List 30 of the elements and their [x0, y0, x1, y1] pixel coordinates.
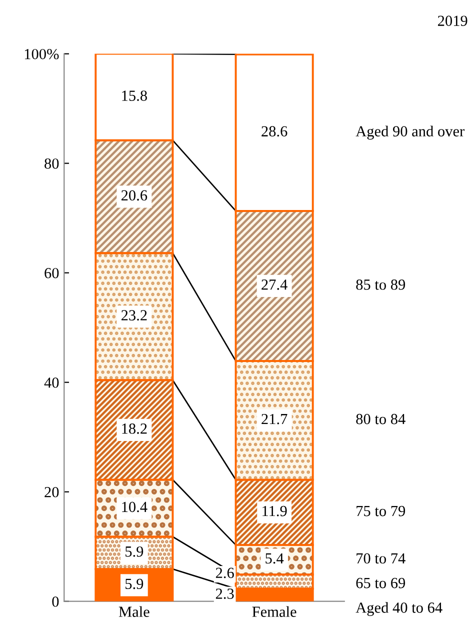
y-tick-label: 0 — [52, 596, 59, 607]
data-label: 11.9 — [262, 506, 287, 516]
x-tick-label: Male — [118, 606, 150, 617]
data-label: 10.4 — [122, 502, 148, 512]
text: 75 to 79 — [356, 506, 406, 516]
text: 80 to 84 — [356, 414, 406, 424]
text: 70 to 74 — [356, 553, 406, 564]
data-label: 20.6 — [121, 190, 148, 201]
data-label: 5.9 — [126, 578, 144, 590]
data-label: 2.3 — [216, 588, 234, 599]
y-tick-label: 40 — [44, 377, 59, 388]
y-tick-label: 60 — [44, 268, 59, 278]
y-tick-label: 80 — [44, 158, 59, 169]
data-label: 5.9 — [126, 546, 144, 557]
y-tick-label: 20 — [44, 486, 59, 498]
data-label: 18.2 — [122, 423, 147, 434]
text: 85 to 89 — [356, 279, 406, 290]
data-label: 23.2 — [121, 310, 147, 321]
data-label: 15.8 — [122, 90, 147, 101]
data-label: 28.6 — [262, 126, 288, 137]
data-label: 27.4 — [262, 280, 288, 290]
data-label: 2.6 — [216, 568, 234, 578]
data-label: 5.4 — [266, 553, 284, 564]
text: Aged 40 to 64 — [356, 602, 442, 616]
text: Aged 90 and over — [356, 126, 464, 140]
text: 2019 — [438, 16, 468, 26]
data-label: 21.7 — [262, 414, 288, 424]
x-tick-label: Female — [252, 606, 296, 617]
text: 65 to 69 — [356, 578, 406, 588]
y-tick-label: 100% — [24, 48, 59, 60]
